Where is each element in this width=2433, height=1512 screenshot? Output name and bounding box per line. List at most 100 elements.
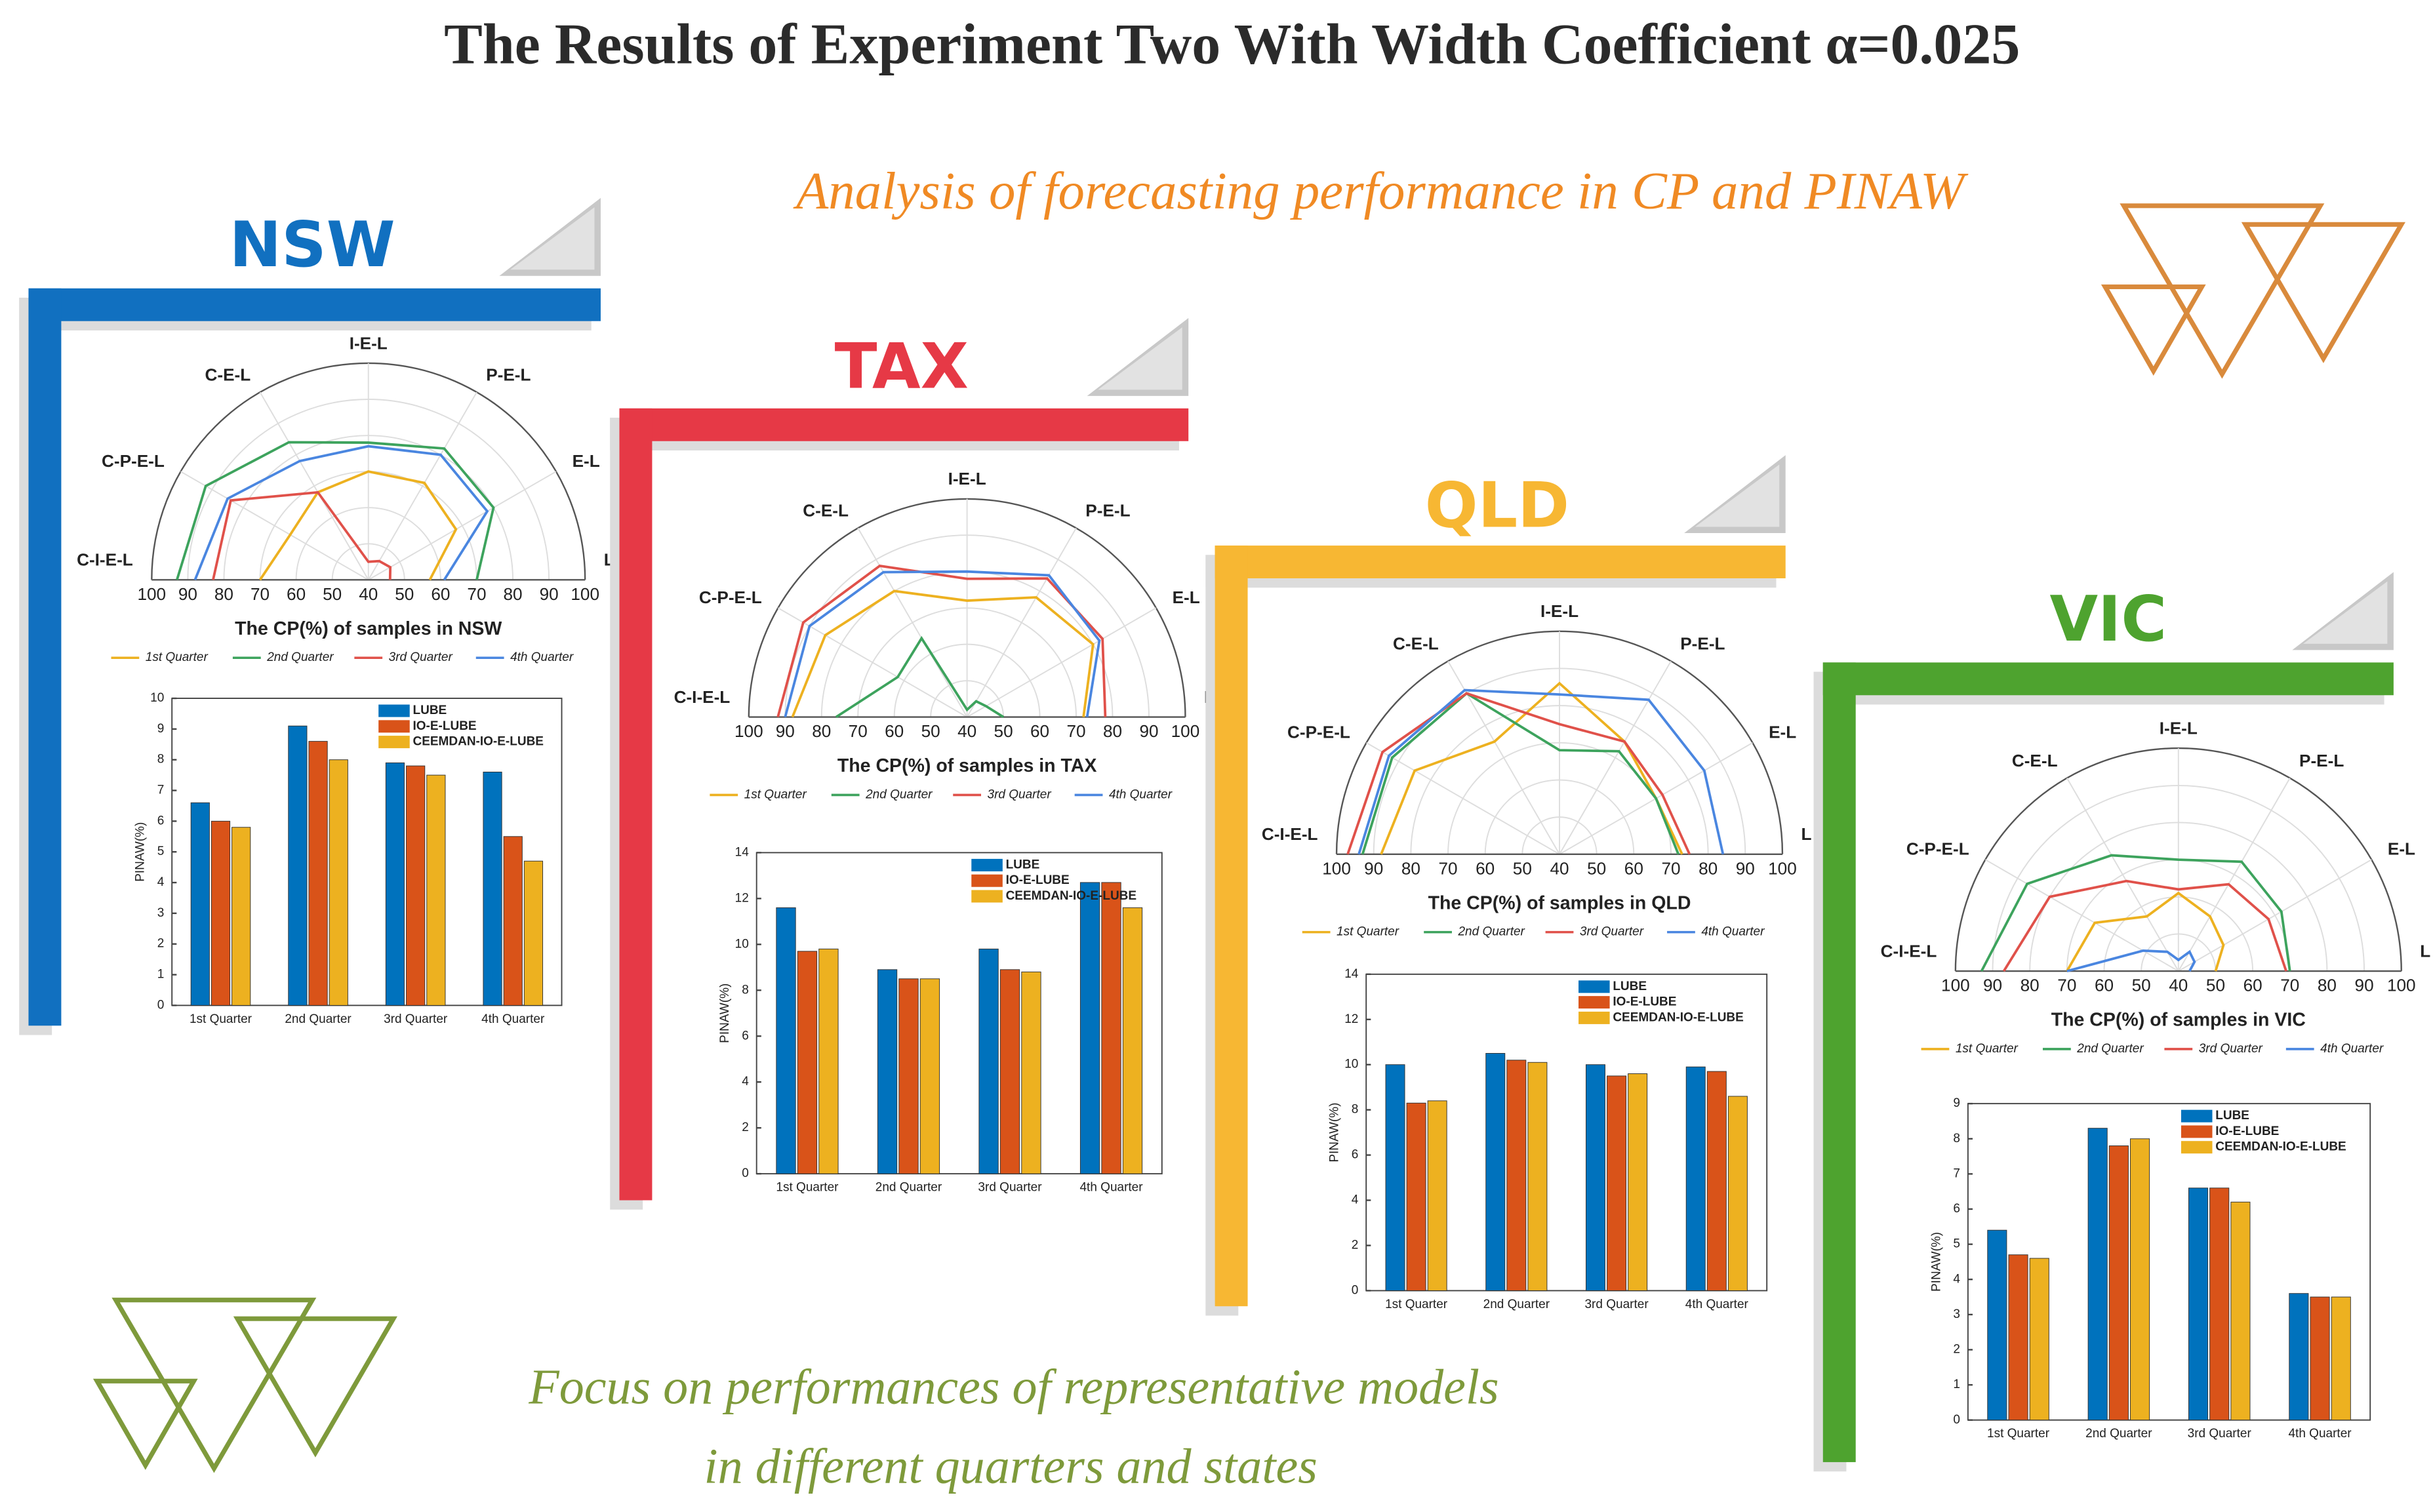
state-label: NSW: [230, 209, 395, 281]
y-tick-label: 3: [1953, 1307, 1960, 1321]
series-line: [1361, 692, 1680, 855]
legend-label: IO-E-LUBE: [1613, 995, 1676, 1009]
panel-frame: [1215, 546, 1786, 578]
bar: [1586, 1064, 1605, 1291]
bar: [1406, 1102, 1426, 1291]
r-tick-label: 60: [1030, 721, 1049, 741]
y-tick-label: 1: [1953, 1378, 1960, 1391]
y-tick-label: 6: [1953, 1202, 1960, 1216]
bar: [231, 827, 251, 1006]
legend-swatch: [971, 874, 1003, 887]
legend-label: 2nd Quarter: [266, 650, 334, 664]
y-tick-label: 2: [1352, 1238, 1359, 1252]
y-tick-label: 4: [742, 1075, 749, 1088]
panel-corner: [510, 207, 595, 270]
legend-label: CEEMDAN-IO-E-LUBE: [412, 735, 543, 749]
r-tick-label: 100: [571, 584, 599, 604]
axis-title: The CP(%) of samples in TAX: [837, 755, 1097, 776]
category-label: C-E-L: [2012, 751, 2058, 770]
category-label: L: [2420, 941, 2430, 961]
bar: [797, 951, 818, 1174]
panel-frame: [1215, 546, 1248, 1307]
legend-swatch: [378, 736, 410, 749]
y-tick-label: 12: [735, 891, 749, 905]
r-tick-label: 90: [1983, 976, 2002, 995]
bar: [1385, 1064, 1405, 1291]
category-label: P-E-L: [1680, 634, 1725, 654]
bar: [877, 969, 898, 1174]
legend-label: 3rd Quarter: [389, 650, 453, 664]
category-label: E-L: [2388, 839, 2415, 859]
bar: [2188, 1187, 2209, 1421]
r-tick-label: 100: [734, 721, 763, 741]
category-label: E-L: [1769, 722, 1796, 742]
category-label: C-I-E-L: [1881, 941, 1937, 961]
x-tick-label: 4th Quarter: [2288, 1427, 2352, 1441]
x-tick-label: 1st Quarter: [190, 1012, 252, 1026]
r-tick-label: 80: [812, 721, 831, 741]
y-tick-label: 7: [157, 784, 165, 797]
bar: [999, 969, 1020, 1174]
series-line: [212, 490, 392, 580]
subtitle: Analysis of forecasting performance in C…: [793, 162, 1969, 220]
bar: [2087, 1128, 2108, 1421]
axis-title: The CP(%) of samples in VIC: [2051, 1010, 2306, 1031]
bar: [2289, 1293, 2309, 1421]
legend-label: 2nd Quarter: [2076, 1042, 2144, 1056]
category-label: P-E-L: [486, 365, 531, 384]
state-label: VIC: [2049, 584, 2167, 656]
bar: [503, 836, 523, 1006]
category-label: C-I-E-L: [77, 550, 133, 570]
bar: [2008, 1254, 2028, 1421]
category-label: I-E-L: [948, 469, 986, 488]
bar: [288, 725, 308, 1006]
r-tick-label: 50: [323, 584, 342, 604]
r-tick-label: 60: [1624, 858, 1643, 878]
r-tick-label: 100: [2387, 976, 2416, 995]
r-tick-label: 40: [359, 584, 378, 604]
bar: [2331, 1296, 2351, 1421]
category-label: C-P-E-L: [699, 587, 762, 607]
r-tick-label: 100: [1322, 858, 1351, 878]
x-tick-label: 2nd Quarter: [875, 1181, 942, 1195]
legend-swatch: [971, 890, 1003, 903]
series-line: [258, 470, 458, 581]
r-tick-label: 90: [1736, 858, 1755, 878]
spoke: [1366, 742, 1560, 855]
legend-swatch: [378, 720, 410, 733]
r-tick-label: 70: [251, 584, 270, 604]
category-label: C-P-E-L: [1287, 722, 1350, 742]
r-tick-label: 50: [2132, 976, 2151, 995]
series-line: [193, 445, 489, 581]
legend-label: 4th Quarter: [510, 650, 574, 664]
r-tick-label: 40: [1550, 858, 1569, 878]
state-label: TAX: [835, 331, 969, 403]
r-tick-label: 60: [431, 584, 450, 604]
y-tick-label: 8: [157, 753, 165, 766]
bar: [2209, 1187, 2230, 1421]
r-tick-label: 80: [503, 584, 522, 604]
legend-swatch: [1578, 980, 1610, 993]
legend-label: 1st Quarter: [1337, 925, 1399, 939]
main-title: The Results of Experiment Two With Width…: [444, 12, 2020, 76]
y-axis-title: PINAW(%): [134, 822, 148, 882]
legend-label: CEEMDAN-IO-E-LUBE: [1006, 889, 1137, 903]
x-tick-label: 2nd Quarter: [285, 1012, 352, 1026]
r-tick-label: 80: [214, 584, 233, 604]
panel-frame: [28, 288, 62, 1026]
spoke: [368, 471, 557, 581]
r-tick-label: 80: [1401, 858, 1420, 878]
legend-label: 4th Quarter: [2320, 1042, 2384, 1056]
series-line: [2002, 879, 2287, 972]
spoke: [2177, 778, 2291, 972]
x-tick-label: 2nd Quarter: [2085, 1427, 2152, 1441]
r-tick-label: 60: [1476, 858, 1495, 878]
r-tick-label: 40: [2169, 976, 2188, 995]
bar: [1021, 971, 1041, 1174]
x-tick-label: 4th Quarter: [1685, 1298, 1749, 1311]
state-label: QLD: [1425, 469, 1569, 542]
bar: [308, 741, 328, 1006]
x-tick-label: 4th Quarter: [481, 1012, 545, 1026]
y-tick-label: 8: [1953, 1132, 1960, 1145]
r-tick-label: 70: [1438, 858, 1457, 878]
